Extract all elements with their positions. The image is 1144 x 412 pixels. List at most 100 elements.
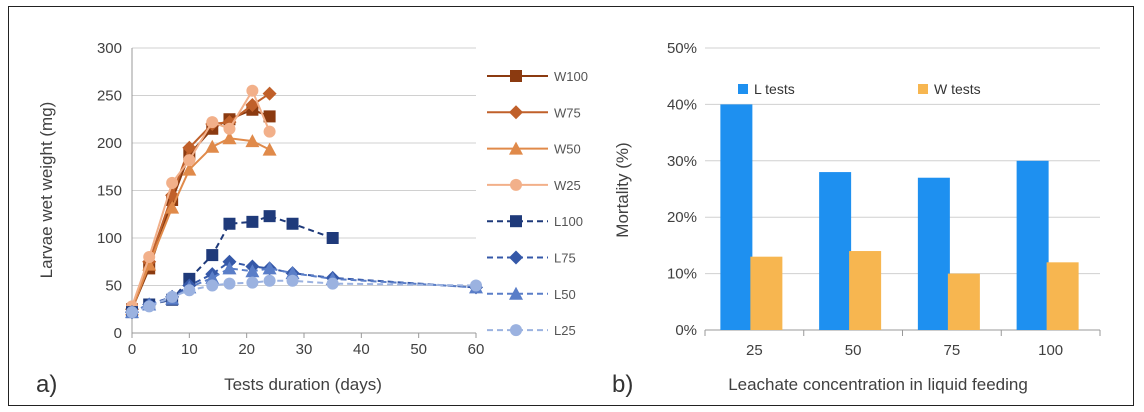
data-point bbox=[286, 274, 299, 287]
y-tick-label: 0% bbox=[675, 322, 697, 339]
data-point bbox=[263, 110, 276, 123]
y-tick-label: 10% bbox=[667, 266, 697, 283]
bar bbox=[917, 177, 950, 330]
data-point bbox=[223, 122, 236, 135]
data-point bbox=[286, 217, 299, 230]
x-tick-label: 50 bbox=[410, 341, 427, 358]
series-l25 bbox=[126, 274, 482, 319]
bar bbox=[720, 104, 753, 331]
bar bbox=[819, 172, 852, 330]
series-line bbox=[131, 88, 271, 307]
y-tick-label: 30% bbox=[667, 153, 697, 170]
data-point bbox=[206, 279, 219, 292]
data-point bbox=[143, 251, 156, 263]
legend-item: W25 bbox=[487, 178, 581, 193]
data-point bbox=[182, 140, 197, 155]
data-point bbox=[222, 115, 237, 130]
series-l50 bbox=[125, 261, 483, 319]
legend-swatch bbox=[738, 84, 748, 94]
data-point bbox=[470, 279, 482, 292]
x-tick-label: 50 bbox=[845, 342, 862, 359]
legend-item: L50 bbox=[487, 286, 576, 302]
legend-swatch bbox=[918, 84, 928, 94]
axes bbox=[131, 48, 477, 338]
legend-item: W100 bbox=[487, 69, 588, 84]
data-point bbox=[126, 306, 138, 319]
legend: L tests W tests bbox=[738, 81, 981, 97]
data-point bbox=[183, 154, 196, 167]
legend-item: L100 bbox=[487, 214, 583, 229]
y-tick-label: 200 bbox=[97, 135, 122, 152]
data-point bbox=[206, 116, 219, 129]
x-tick-label: 40 bbox=[353, 341, 370, 358]
x-tick-label: 10 bbox=[181, 341, 198, 358]
x-tick-label: 0 bbox=[128, 341, 136, 358]
series-group bbox=[125, 84, 483, 320]
figure-frame bbox=[8, 6, 1134, 406]
bar bbox=[849, 251, 882, 330]
legend-item: L25 bbox=[487, 323, 576, 338]
data-point bbox=[166, 290, 179, 303]
y-tick-label: 0 bbox=[114, 325, 122, 342]
bar bbox=[947, 273, 980, 330]
data-point bbox=[245, 134, 260, 148]
data-point bbox=[262, 142, 277, 156]
x-tick-label: 100 bbox=[1038, 342, 1063, 359]
y-axis-title: Mortality (%) bbox=[613, 142, 632, 237]
legend-label: L75 bbox=[554, 251, 576, 266]
x-axis-title: Leachate concentration in liquid feeding bbox=[728, 375, 1028, 394]
axes bbox=[704, 329, 1101, 336]
panel-label-a: a) bbox=[36, 371, 57, 398]
legend-label: W100 bbox=[554, 69, 588, 84]
legend-label: W25 bbox=[554, 178, 581, 193]
data-point bbox=[246, 215, 259, 228]
legend-marker bbox=[509, 286, 523, 300]
bar bbox=[750, 256, 783, 330]
bars-group bbox=[720, 104, 1079, 331]
data-point bbox=[262, 86, 277, 101]
series-l-tests bbox=[720, 104, 1049, 331]
legend-label: L50 bbox=[554, 287, 576, 302]
legend-item: L tests bbox=[738, 81, 795, 97]
data-point bbox=[165, 200, 180, 214]
legend-marker bbox=[509, 141, 523, 155]
data-point bbox=[222, 261, 237, 275]
data-point bbox=[326, 232, 339, 244]
y-tick-label: 20% bbox=[667, 209, 697, 226]
y-tick-label: 50 bbox=[105, 278, 122, 295]
legend: W100 W75 W50 W25 L100 L75 L50 L25 bbox=[487, 69, 588, 338]
y-tick-label: 250 bbox=[97, 88, 122, 105]
y-tick-label: 150 bbox=[97, 183, 122, 200]
data-point bbox=[263, 210, 276, 223]
panel-label-b: b) bbox=[612, 371, 633, 398]
data-point bbox=[263, 125, 276, 138]
legend-marker bbox=[510, 215, 522, 228]
series-line bbox=[131, 260, 477, 314]
data-point bbox=[245, 264, 260, 278]
x-tick-label: 60 bbox=[468, 341, 485, 358]
legend-label: W75 bbox=[554, 105, 581, 120]
data-point bbox=[223, 217, 236, 230]
data-point bbox=[263, 274, 276, 287]
series-w25 bbox=[126, 84, 276, 313]
data-point bbox=[262, 261, 277, 275]
data-point bbox=[326, 277, 339, 290]
legend-label: W50 bbox=[554, 142, 581, 157]
legend-item: W75 bbox=[487, 105, 581, 120]
data-point bbox=[166, 176, 179, 189]
bar bbox=[1046, 262, 1079, 330]
data-point bbox=[143, 300, 156, 313]
data-point bbox=[205, 139, 220, 153]
tick-labels: 0% 10% 20% 30% 40% 50% 25 50 75 100 bbox=[667, 40, 1063, 359]
data-point bbox=[182, 162, 197, 176]
legend-marker bbox=[509, 105, 523, 120]
legend-marker bbox=[510, 324, 522, 337]
legend-marker bbox=[510, 178, 522, 191]
legend-item: W50 bbox=[487, 141, 581, 157]
legend-label: W tests bbox=[934, 81, 981, 97]
legend-item: W tests bbox=[918, 81, 981, 97]
y-tick-label: 300 bbox=[97, 40, 122, 57]
x-tick-label: 30 bbox=[296, 341, 313, 358]
